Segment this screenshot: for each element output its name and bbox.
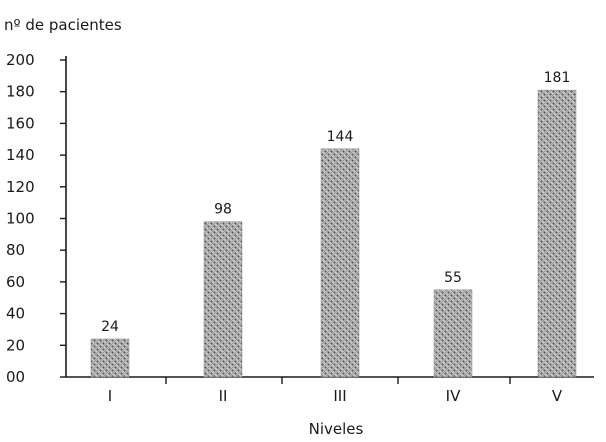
bar (320, 148, 360, 378)
y-tick-label: 120 (6, 178, 35, 196)
y-tick-label: 40 (6, 305, 25, 323)
y-tick-label: 200 (6, 51, 35, 69)
x-tick-label: IV (446, 387, 461, 405)
data-label: 24 (101, 319, 119, 335)
y-tick-label: 160 (6, 114, 35, 132)
data-label: 144 (327, 129, 354, 145)
y-axis: 00 20 40 60 80 100 120 140 160 180 200 (6, 51, 67, 386)
bar (203, 221, 243, 378)
x-tick-label: V (552, 387, 563, 405)
data-labels: 24 98 144 55 181 (101, 70, 570, 335)
data-label: 98 (214, 202, 232, 218)
x-axis-title: Niveles (309, 420, 364, 438)
y-tick-label: 20 (6, 336, 25, 354)
bar (433, 289, 473, 378)
bar (90, 338, 130, 378)
y-tick-label: 100 (6, 210, 35, 228)
x-tick-label: I (108, 387, 112, 405)
y-tick-label: 00 (6, 368, 25, 386)
y-tick-label: 140 (6, 146, 35, 164)
y-tick-label: 60 (6, 273, 25, 291)
y-tick-label: 180 (6, 83, 35, 101)
x-tick-label: II (219, 387, 228, 405)
bar (537, 89, 577, 378)
bars (90, 89, 577, 378)
x-tick-label: III (333, 387, 346, 405)
x-axis: I II III IV V (66, 376, 594, 405)
y-tick-label: 80 (6, 241, 25, 259)
data-label: 181 (544, 70, 571, 86)
y-axis-title: nº de pacientes (4, 16, 122, 34)
data-label: 55 (444, 270, 462, 286)
